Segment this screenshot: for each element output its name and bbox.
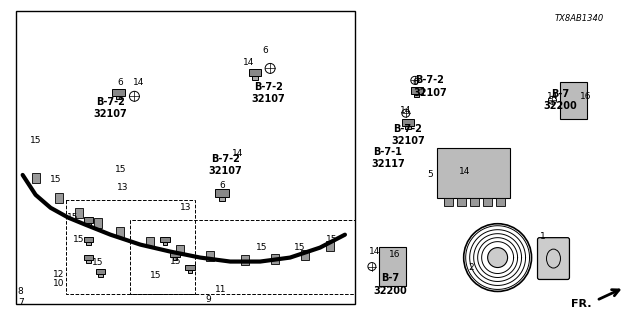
- Text: 12: 12: [53, 270, 64, 279]
- Text: 9: 9: [205, 295, 211, 304]
- FancyBboxPatch shape: [188, 270, 193, 273]
- FancyBboxPatch shape: [163, 243, 168, 245]
- Text: 15: 15: [67, 213, 78, 222]
- FancyBboxPatch shape: [437, 148, 510, 198]
- Text: B-7-2
32107: B-7-2 32107: [252, 82, 285, 105]
- Text: 5: 5: [427, 171, 433, 180]
- FancyBboxPatch shape: [86, 260, 91, 263]
- Text: 13: 13: [116, 183, 128, 192]
- FancyBboxPatch shape: [271, 253, 279, 264]
- FancyBboxPatch shape: [84, 217, 93, 222]
- Text: 14: 14: [547, 92, 558, 101]
- FancyBboxPatch shape: [380, 247, 406, 286]
- Text: 14: 14: [132, 78, 144, 87]
- FancyBboxPatch shape: [252, 76, 258, 80]
- Text: 16: 16: [580, 92, 591, 101]
- Text: 6: 6: [220, 181, 225, 190]
- Text: 11: 11: [214, 285, 226, 294]
- FancyBboxPatch shape: [241, 255, 249, 265]
- Circle shape: [488, 248, 508, 268]
- FancyBboxPatch shape: [457, 198, 466, 206]
- FancyBboxPatch shape: [495, 198, 504, 206]
- FancyBboxPatch shape: [538, 238, 570, 279]
- Text: 10: 10: [53, 279, 64, 288]
- FancyBboxPatch shape: [147, 237, 154, 247]
- Text: 7: 7: [18, 298, 24, 307]
- Text: 15: 15: [294, 243, 306, 252]
- FancyBboxPatch shape: [186, 265, 195, 270]
- Text: B-7
32200: B-7 32200: [373, 273, 407, 296]
- Text: 15: 15: [170, 257, 181, 266]
- FancyBboxPatch shape: [483, 198, 492, 206]
- Text: 15: 15: [257, 243, 268, 252]
- FancyBboxPatch shape: [86, 243, 91, 245]
- FancyBboxPatch shape: [215, 189, 229, 197]
- Text: 6: 6: [262, 46, 268, 55]
- Text: 14: 14: [232, 148, 243, 157]
- FancyBboxPatch shape: [414, 94, 419, 98]
- Text: 2: 2: [469, 263, 474, 272]
- Text: 6: 6: [118, 78, 124, 87]
- FancyBboxPatch shape: [84, 255, 93, 260]
- FancyBboxPatch shape: [95, 218, 102, 228]
- Text: B-7-2
32107: B-7-2 32107: [391, 124, 425, 146]
- FancyBboxPatch shape: [405, 126, 410, 129]
- FancyBboxPatch shape: [301, 250, 309, 260]
- Text: 14: 14: [243, 58, 254, 67]
- Text: B-7-2
32107: B-7-2 32107: [93, 97, 127, 119]
- Text: 13: 13: [180, 203, 191, 212]
- Text: 1: 1: [540, 232, 545, 241]
- FancyBboxPatch shape: [116, 227, 124, 237]
- FancyBboxPatch shape: [401, 119, 414, 126]
- FancyBboxPatch shape: [173, 257, 177, 260]
- FancyBboxPatch shape: [470, 198, 479, 206]
- FancyBboxPatch shape: [99, 274, 102, 277]
- Text: 15: 15: [115, 165, 126, 174]
- Text: 15: 15: [326, 235, 338, 244]
- FancyBboxPatch shape: [161, 237, 170, 243]
- FancyBboxPatch shape: [326, 241, 334, 251]
- Text: 15: 15: [73, 235, 84, 244]
- Text: 14: 14: [459, 167, 470, 176]
- FancyBboxPatch shape: [95, 269, 106, 274]
- FancyBboxPatch shape: [444, 198, 452, 206]
- Text: 15: 15: [30, 136, 42, 145]
- Text: 15: 15: [50, 175, 61, 184]
- Text: B-7-2
32107: B-7-2 32107: [413, 75, 447, 98]
- Text: FR.: FR.: [571, 300, 591, 309]
- Text: 14: 14: [400, 106, 412, 115]
- Text: TX8AB1340: TX8AB1340: [555, 14, 604, 23]
- Text: 15: 15: [92, 258, 103, 267]
- Text: B-7-1
32117: B-7-1 32117: [371, 147, 404, 169]
- FancyBboxPatch shape: [560, 82, 587, 119]
- Text: 16: 16: [389, 250, 401, 259]
- FancyBboxPatch shape: [116, 96, 121, 100]
- FancyBboxPatch shape: [220, 197, 225, 201]
- Text: B-7
32200: B-7 32200: [543, 89, 577, 111]
- Text: 15: 15: [150, 271, 161, 280]
- FancyBboxPatch shape: [206, 251, 214, 260]
- Text: 6: 6: [412, 78, 418, 87]
- Text: 14: 14: [369, 247, 381, 256]
- Text: B-7-2
32107: B-7-2 32107: [209, 154, 242, 176]
- FancyBboxPatch shape: [74, 208, 83, 218]
- FancyBboxPatch shape: [410, 87, 423, 94]
- FancyBboxPatch shape: [84, 237, 93, 243]
- FancyBboxPatch shape: [249, 69, 261, 76]
- Text: 8: 8: [18, 287, 24, 296]
- FancyBboxPatch shape: [170, 252, 180, 257]
- FancyBboxPatch shape: [31, 173, 40, 183]
- FancyBboxPatch shape: [54, 193, 63, 203]
- FancyBboxPatch shape: [176, 244, 184, 255]
- FancyBboxPatch shape: [86, 222, 91, 225]
- FancyBboxPatch shape: [112, 89, 125, 96]
